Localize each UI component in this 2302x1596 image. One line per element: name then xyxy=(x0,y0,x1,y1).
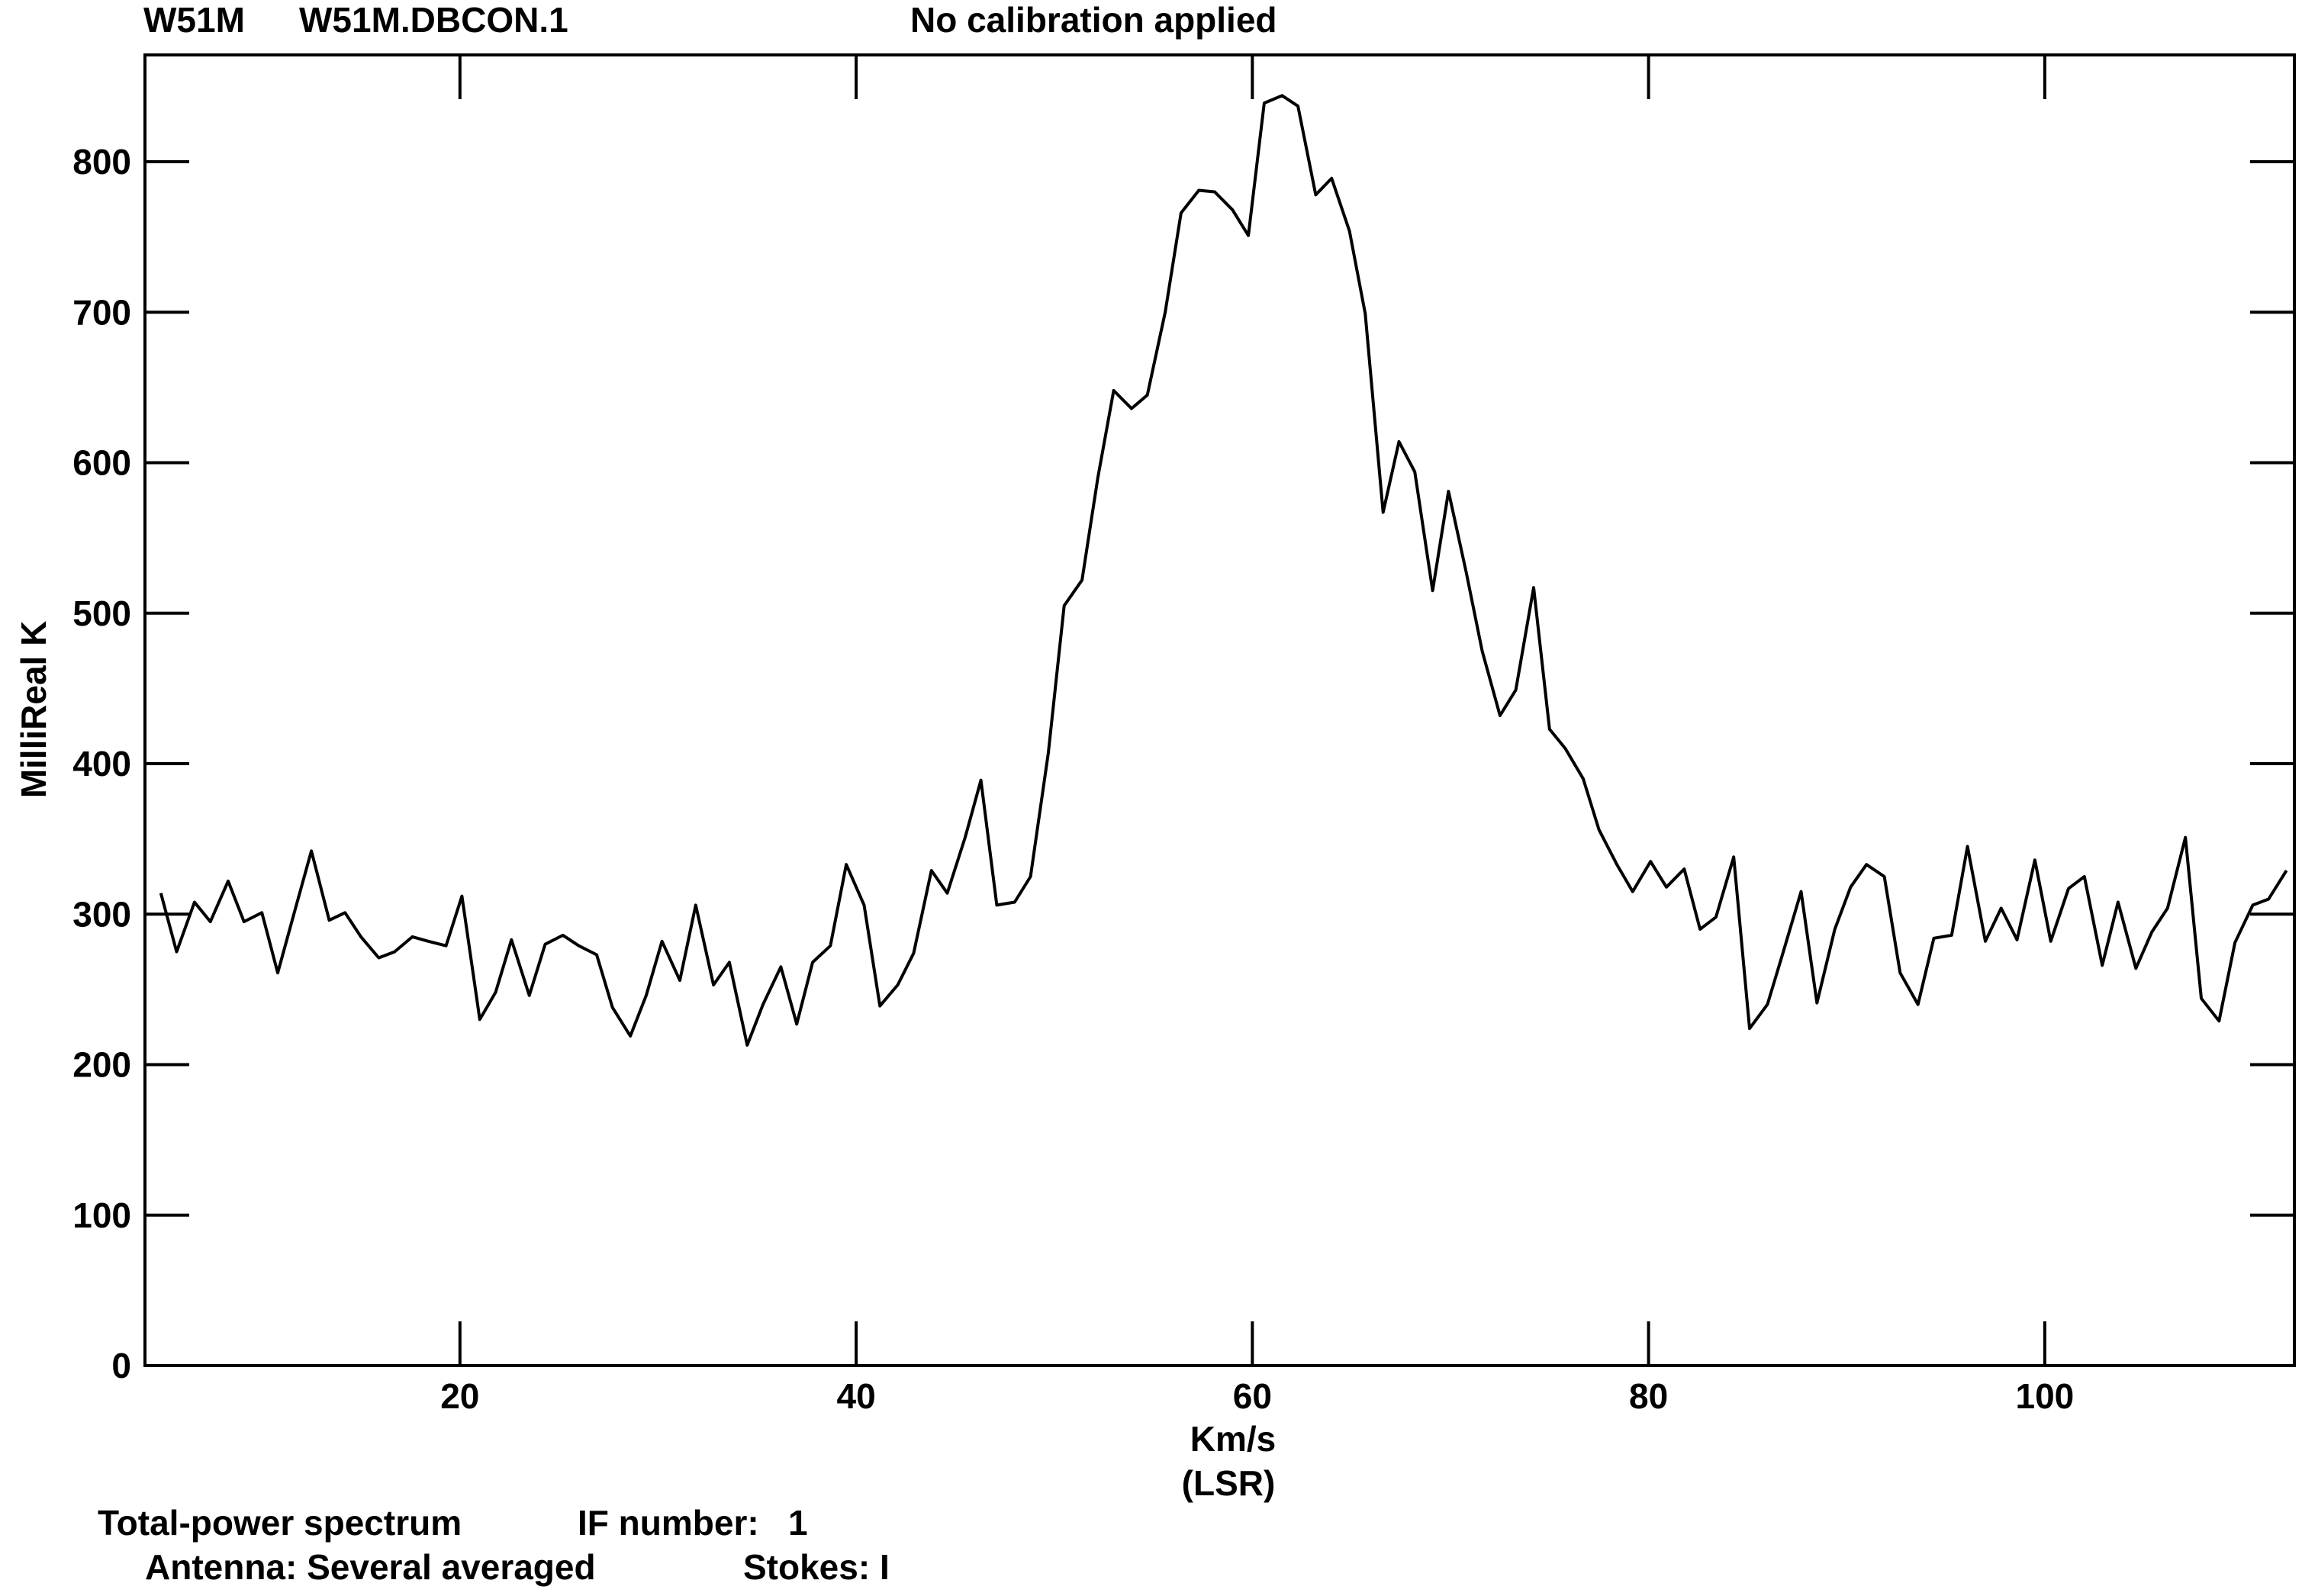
y-tick-label: 500 xyxy=(72,594,131,633)
y-tick-label: 400 xyxy=(72,744,131,784)
y-tick-label: 0 xyxy=(111,1346,131,1385)
x-axis-label: Km/s xyxy=(1190,1419,1276,1459)
stokes-info: Stokes: I xyxy=(743,1547,890,1587)
axis-ticks xyxy=(145,55,2294,1367)
source-name: W51M xyxy=(143,0,245,40)
x-axis-sublabel: (LSR) xyxy=(1182,1463,1276,1503)
x-tick-label: 40 xyxy=(836,1376,875,1416)
if-number: IF number: 1 xyxy=(578,1503,808,1543)
tick-labels: 20 40 60 80 100 0 100 200 300 400 500 600 700 800 xyxy=(72,142,2074,1416)
plot-frame xyxy=(143,53,2296,1367)
series-line xyxy=(159,94,2288,1047)
x-tick-label: 100 xyxy=(2015,1376,2074,1416)
file-name: W51M.DBCON.1 xyxy=(299,0,568,40)
y-tick-label: 600 xyxy=(72,443,131,483)
calibration-note: No calibration applied xyxy=(910,0,1277,40)
data-series xyxy=(159,94,2288,1047)
y-tick-label: 200 xyxy=(72,1045,131,1085)
y-axis-label: MilliReal K xyxy=(14,621,53,799)
y-tick-label: 300 xyxy=(72,894,131,934)
x-tick-label: 60 xyxy=(1233,1376,1272,1416)
y-tick-label: 100 xyxy=(72,1195,131,1235)
spectrum-type: Total-power spectrum xyxy=(98,1503,462,1543)
y-tick-label: 700 xyxy=(72,292,131,332)
y-tick-label: 800 xyxy=(72,142,131,182)
antenna-info: Antenna: Several averaged xyxy=(145,1547,596,1587)
x-tick-label: 80 xyxy=(1629,1376,1668,1416)
x-tick-label: 20 xyxy=(440,1376,479,1416)
